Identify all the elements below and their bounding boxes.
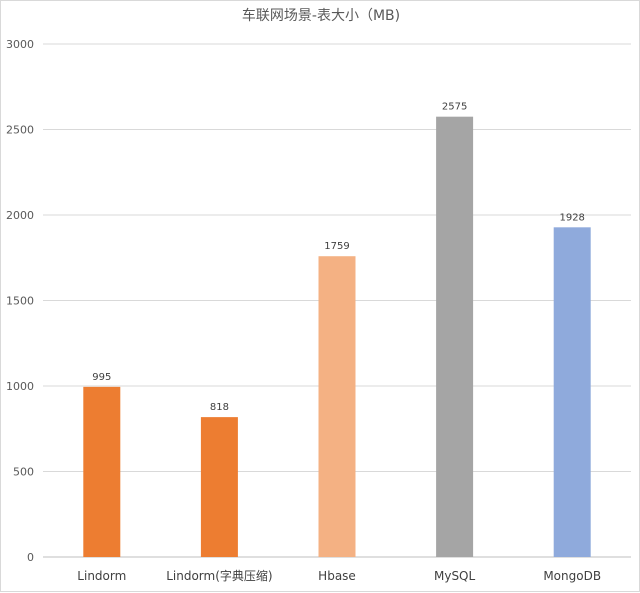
- y-tick-label: 2500: [6, 124, 34, 137]
- x-tick-label-2: Lindorm(字典压缩): [166, 568, 272, 583]
- data-label-5: 1928: [559, 212, 584, 223]
- bar-5: [553, 227, 591, 557]
- data-label-3: 1759: [324, 241, 349, 252]
- bar-1: [83, 386, 121, 557]
- y-tick-label: 1000: [6, 380, 34, 393]
- x-tick-label-1: Lindorm: [77, 569, 126, 583]
- y-tick-label: 500: [13, 466, 34, 479]
- y-tick-label: 3000: [6, 38, 34, 51]
- x-axis-tick-labels: Lindorm Lindorm(字典压缩) Hbase MySQL MongoDB: [77, 568, 601, 583]
- y-tick-label: 2000: [6, 209, 34, 222]
- data-label-4: 2575: [442, 102, 467, 113]
- data-label-2: 818: [210, 402, 229, 413]
- bar-2: [200, 417, 238, 557]
- x-tick-label-4: MySQL: [434, 569, 476, 583]
- bar-3: [318, 256, 356, 557]
- chart-title: 车联网场景-表大小（MB): [242, 7, 400, 24]
- x-tick-label-3: Hbase: [318, 569, 356, 583]
- x-tick-label-5: MongoDB: [543, 569, 601, 583]
- bars: [83, 116, 591, 558]
- bar-4: [436, 116, 474, 558]
- y-tick-label: 0: [27, 551, 34, 564]
- data-label-1: 995: [92, 372, 111, 383]
- y-axis-tick-labels: 0 500 1000 1500 2000 2500 3000: [6, 38, 34, 564]
- data-labels: 995 818 1759 2575 1928: [92, 102, 585, 413]
- y-tick-label: 1500: [6, 295, 34, 308]
